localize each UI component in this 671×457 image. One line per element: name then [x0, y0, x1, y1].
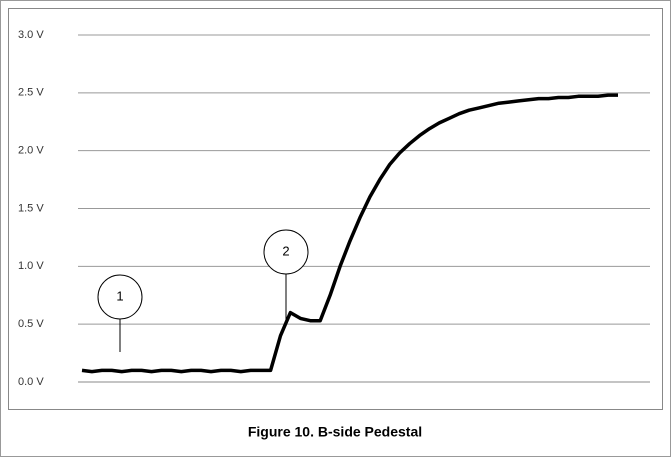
- chart-frame: [8, 8, 663, 410]
- y-tick-label: 2.5 V: [18, 87, 44, 99]
- y-tick-label: 0.5 V: [18, 318, 44, 330]
- annotation-circle: [263, 229, 309, 275]
- annotation-circle: [97, 274, 143, 320]
- annotation-label: 2: [282, 243, 289, 258]
- line-series: [81, 93, 618, 374]
- annotation-label: 1: [116, 288, 123, 303]
- y-tick-label: 1.0 V: [18, 260, 44, 272]
- y-tick-label: 3.0 V: [18, 29, 44, 41]
- y-tick-label: 1.5 V: [18, 202, 44, 214]
- y-tick-label: 0.0 V: [18, 376, 44, 388]
- chart-title: Figure 10. B-side Pedestal: [248, 424, 422, 440]
- y-tick-label: 2.0 V: [18, 145, 44, 157]
